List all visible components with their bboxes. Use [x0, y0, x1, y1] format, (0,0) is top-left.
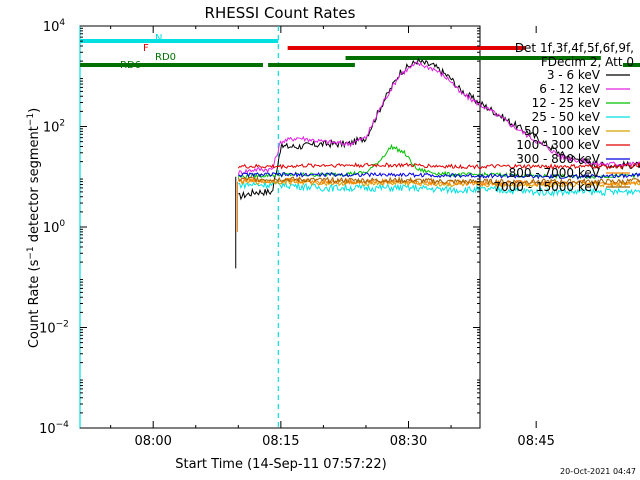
axes-layer: 08:0008:1508:3008:4509:0009:1509:3010−41… — [39, 18, 555, 449]
x-tick-label: 08:30 — [390, 434, 427, 449]
y-axis-label-main: Count Rate (s — [27, 259, 42, 348]
legend-label: 800 - 7000 keV — [509, 166, 601, 180]
series-line-0 — [238, 57, 640, 201]
legend-label: 3 - 6 keV — [547, 68, 601, 82]
legend: Det 1f,3f,4f,5f,6f,9f, FDecim 2, Att 0 3… — [493, 41, 634, 194]
series-line-3 — [238, 179, 640, 198]
state-label-n: N — [155, 33, 162, 44]
legend-header-line-2: FDecim 2, Att 0 — [541, 55, 634, 69]
chart-title: RHESSI Count Rates — [205, 4, 356, 22]
y-tick-label: 10−2 — [39, 320, 69, 337]
y-axis-label-mid: detector segment — [27, 126, 42, 246]
plot-frame — [79, 25, 481, 429]
series-line-7 — [237, 176, 640, 187]
series-line-6 — [238, 171, 640, 180]
y-tick-label: 10−4 — [39, 420, 69, 437]
x-axis-label: Start Time (14-Sep-11 07:57:22) — [175, 457, 386, 472]
y-axis-label-sup1: −1 — [26, 246, 36, 259]
legend-label: 12 - 25 keV — [532, 96, 601, 110]
legend-label: 300 - 800 keV — [516, 152, 600, 166]
y-tick-label: 104 — [43, 18, 66, 35]
legend-label: 50 - 100 keV — [524, 124, 601, 138]
y-axis-label-sup2: −1 — [26, 113, 36, 126]
y-tick-label: 102 — [43, 119, 65, 136]
state-label-f: F — [143, 43, 149, 54]
y-tick-label: 100 — [43, 219, 66, 236]
x-tick-label: 08:15 — [262, 434, 299, 449]
legend-header-line-1: Det 1f,3f,4f,5f,6f,9f, — [515, 41, 634, 55]
x-tick-label: 08:45 — [517, 434, 554, 449]
series-line-8 — [237, 175, 640, 186]
y-axis-label: Count Rate (s−1 detector segment−1) — [26, 108, 42, 348]
x-tick-label: 08:00 — [134, 434, 171, 449]
legend-label: 25 - 50 keV — [532, 110, 601, 124]
legend-label: 6 - 12 keV — [539, 82, 601, 96]
legend-label: 100 - 300 keV — [516, 138, 600, 152]
state-label-rd6: RD6 — [120, 60, 141, 71]
legend-label: 7000 - 15000 keV — [493, 180, 600, 194]
series-layer — [235, 57, 640, 269]
date-stamp: 20-Oct-2021 04:47 — [560, 467, 636, 476]
marker-layer: NF RD0 RD6 — [79, 26, 640, 428]
series-line-1 — [237, 61, 640, 176]
series-line-5 — [237, 162, 640, 170]
y-axis-label-end: ) — [27, 108, 42, 113]
series-line-2 — [237, 143, 640, 180]
state-label-rd0: RD0 — [155, 52, 176, 63]
